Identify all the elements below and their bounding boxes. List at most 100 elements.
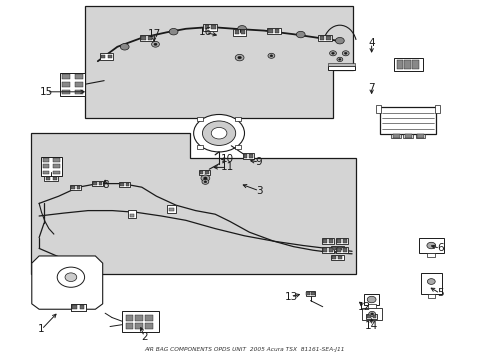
Bar	[62, 82, 70, 86]
Bar	[140, 35, 153, 41]
Bar	[203, 24, 217, 31]
Bar	[338, 256, 342, 259]
Text: 2: 2	[141, 332, 147, 342]
Text: 3: 3	[255, 186, 262, 196]
Bar	[243, 153, 253, 158]
Bar	[336, 247, 348, 253]
Bar	[211, 26, 216, 29]
Bar	[336, 238, 348, 244]
Bar	[390, 134, 400, 138]
Circle shape	[237, 56, 241, 59]
Bar	[62, 90, 70, 94]
Bar	[416, 134, 423, 138]
Bar	[318, 35, 331, 41]
Bar	[233, 29, 245, 36]
Bar	[434, 105, 439, 112]
Bar	[62, 74, 70, 79]
Bar	[244, 154, 247, 158]
Polygon shape	[31, 133, 355, 274]
Circle shape	[65, 273, 77, 282]
Circle shape	[335, 37, 344, 44]
Text: 9: 9	[255, 157, 262, 167]
Bar	[135, 323, 142, 329]
Bar	[43, 158, 49, 162]
Bar	[122, 311, 159, 332]
Bar	[322, 239, 326, 243]
Bar	[197, 117, 203, 121]
Bar	[166, 205, 175, 213]
Bar	[338, 247, 342, 250]
Circle shape	[269, 55, 272, 57]
Bar	[403, 134, 412, 138]
Circle shape	[331, 52, 334, 54]
Polygon shape	[32, 256, 102, 309]
Bar	[101, 55, 105, 58]
Circle shape	[368, 311, 375, 316]
Circle shape	[203, 181, 206, 183]
Bar	[321, 247, 333, 253]
Circle shape	[237, 26, 246, 32]
Bar	[240, 31, 244, 34]
Bar	[205, 171, 208, 174]
Bar	[168, 208, 173, 211]
Bar	[235, 117, 241, 121]
Bar	[306, 292, 309, 295]
Bar	[319, 36, 324, 40]
Bar	[141, 36, 145, 40]
Circle shape	[329, 51, 336, 56]
Bar	[415, 134, 425, 138]
Bar	[53, 165, 60, 168]
Bar	[125, 323, 133, 329]
Text: 12: 12	[357, 302, 370, 312]
Bar	[60, 73, 85, 96]
Bar	[204, 26, 209, 29]
Bar	[200, 171, 203, 174]
Bar	[145, 315, 152, 321]
Bar	[325, 36, 330, 40]
Bar	[337, 239, 341, 243]
Bar	[267, 29, 272, 33]
Bar	[71, 186, 75, 189]
Circle shape	[235, 54, 244, 61]
Bar	[127, 210, 136, 218]
Circle shape	[202, 121, 235, 145]
Bar	[343, 239, 346, 243]
Circle shape	[296, 31, 305, 38]
Bar	[75, 74, 82, 79]
Circle shape	[267, 53, 274, 58]
Bar	[305, 291, 315, 296]
Bar	[41, 157, 61, 176]
Bar	[53, 171, 60, 175]
Bar	[427, 253, 434, 257]
Bar	[327, 63, 354, 66]
Circle shape	[57, 267, 84, 287]
Circle shape	[193, 114, 244, 152]
Circle shape	[203, 177, 207, 180]
Bar	[343, 248, 346, 252]
Circle shape	[370, 313, 373, 315]
Bar	[71, 304, 85, 311]
Bar	[361, 308, 382, 320]
Text: AIR BAG COMPONENTS OPDS UNIT  2005 Acura TSX  81161-SEA-J11: AIR BAG COMPONENTS OPDS UNIT 2005 Acura …	[144, 347, 344, 352]
Bar	[53, 158, 60, 162]
Bar	[145, 323, 152, 329]
Bar	[328, 239, 332, 243]
Text: 8: 8	[102, 180, 108, 190]
Bar	[75, 90, 82, 94]
Bar	[99, 182, 102, 185]
Bar	[328, 248, 332, 252]
Bar	[332, 247, 336, 250]
Bar	[332, 256, 336, 259]
Bar	[367, 304, 375, 308]
Bar	[92, 181, 103, 186]
Bar	[120, 183, 123, 186]
Bar	[418, 238, 443, 253]
Bar	[363, 294, 379, 305]
Bar	[322, 248, 326, 252]
Circle shape	[202, 179, 208, 184]
Bar	[71, 304, 85, 311]
Bar	[404, 60, 410, 69]
Text: 11: 11	[220, 162, 234, 172]
Text: 6: 6	[436, 243, 443, 253]
Bar	[321, 238, 333, 244]
